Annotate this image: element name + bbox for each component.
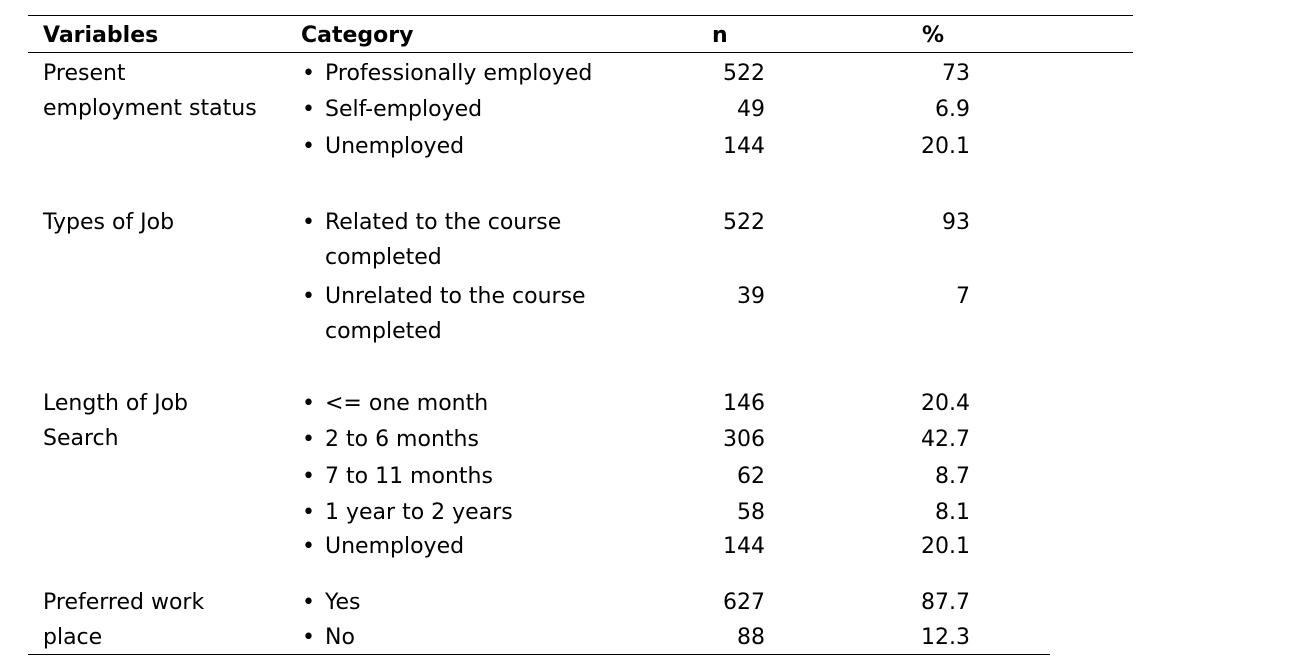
percent-value: 8.1 [935,500,970,525]
n-value: 62 [737,464,765,489]
category-label: Professionally employed [325,61,593,86]
bullet-icon: • [302,534,315,559]
header-variables: Variables [43,23,159,48]
bullet-icon: • [302,61,315,86]
category-label: Unemployed [325,134,465,159]
category-label: 1 year to 2 years [325,500,513,525]
variable-label: Length of Job [43,391,188,416]
category-label: Unrelated to the course [325,284,586,309]
bottom-rule [28,654,1050,655]
bullet-icon: • [302,134,315,159]
variable-label: employment status [43,96,257,121]
bullet-icon: • [302,427,315,452]
bullet-icon: • [302,391,315,416]
n-value: 49 [737,97,765,122]
bullet-icon: • [302,284,315,309]
category-label: No [325,625,355,650]
variable-label: Types of Job [43,210,175,235]
category-label: completed [325,319,442,344]
category-label: Related to the course [325,210,562,235]
bullet-icon: • [302,210,315,235]
category-label: completed [325,245,442,270]
n-value: 306 [723,427,765,452]
bullet-icon: • [302,625,315,650]
n-value: 39 [737,284,765,309]
variable-label: Present [43,61,126,86]
n-value: 522 [723,61,765,86]
n-value: 146 [723,391,765,416]
variable-label: Preferred work [43,590,205,615]
n-value: 144 [723,134,765,159]
percent-value: 42.7 [921,427,970,452]
percent-value: 12.3 [921,625,970,650]
header-n: n [712,23,728,48]
n-value: 58 [737,500,765,525]
header-percent: % [922,23,945,48]
bullet-icon: • [302,590,315,615]
category-label: Unemployed [325,534,465,559]
percent-value: 73 [942,61,970,86]
percent-value: 20.1 [921,534,970,559]
percent-value: 20.1 [921,134,970,159]
top-rule [28,15,1133,16]
percent-value: 20.4 [921,391,970,416]
bullet-icon: • [302,500,315,525]
percent-value: 6.9 [935,97,970,122]
n-value: 627 [723,590,765,615]
bullet-icon: • [302,97,315,122]
category-label: <= one month [325,391,489,416]
n-value: 522 [723,210,765,235]
bullet-icon: • [302,464,315,489]
variable-label: Search [43,426,119,451]
percent-value: 8.7 [935,464,970,489]
category-label: 2 to 6 months [325,427,479,452]
header-rule [28,52,1133,53]
category-label: Self-employed [325,97,483,122]
percent-value: 93 [942,210,970,235]
header-category: Category [301,23,414,48]
variable-label: place [43,625,103,650]
category-label: 7 to 11 months [325,464,493,489]
category-label: Yes [325,590,361,615]
n-value: 144 [723,534,765,559]
percent-value: 87.7 [921,590,970,615]
percent-value: 7 [956,284,970,309]
n-value: 88 [737,625,765,650]
